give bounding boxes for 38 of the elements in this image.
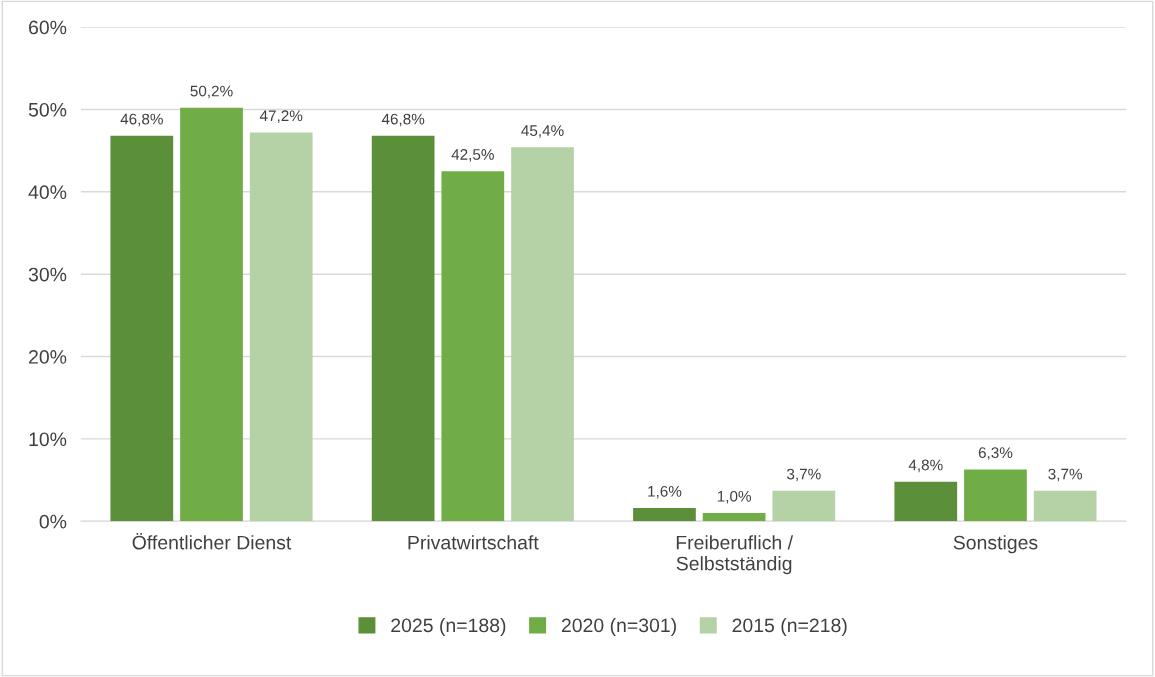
bar [1033, 490, 1097, 522]
bar [441, 171, 505, 522]
y-tick-label: 20% [29, 350, 67, 364]
data-label: 46,8% [381, 113, 425, 127]
x-tick-label: Öffentlicher Dienst [132, 533, 292, 550]
y-tick-label: 30% [28, 267, 67, 282]
bar [371, 135, 435, 522]
x-tick-label: Freiberuflich / Selbstständig [676, 535, 794, 575]
data-label: 3,7% [787, 468, 821, 482]
x-tick-label: Privatwirtschaft [408, 535, 539, 550]
bar [633, 508, 696, 522]
bar [110, 135, 174, 522]
bar [249, 132, 313, 522]
bar [894, 481, 958, 522]
data-label: 45,4% [521, 125, 564, 138]
data-label: 46,8% [120, 113, 163, 127]
y-tick-label: 0% [39, 514, 67, 529]
bar [511, 147, 574, 522]
data-label: 3,7% [1048, 468, 1083, 482]
legend-label: 2025 (n=188) [391, 617, 506, 637]
data-label: 6,3% [978, 447, 1013, 460]
y-tick-label: 40% [28, 185, 67, 200]
data-label: 47,2% [259, 110, 303, 123]
data-label: 4,8% [908, 459, 943, 473]
legend-label: 2020 (n=301) [561, 617, 676, 637]
data-label: 1,6% [648, 485, 682, 499]
y-tick-label: 10% [29, 432, 67, 447]
data-label: 42,5% [451, 149, 494, 162]
x-tick-label: Sonstiges [953, 535, 1038, 554]
legend-label: 2015 (n=218) [732, 617, 847, 637]
bar [964, 469, 1027, 522]
y-tick-label: 60% [29, 20, 67, 35]
bar [772, 490, 836, 522]
bar [180, 107, 243, 522]
data-label: 1,0% [717, 490, 752, 504]
y-tick-label: 50% [28, 102, 67, 117]
data-label: 50,2% [190, 85, 233, 99]
bar [702, 513, 766, 522]
